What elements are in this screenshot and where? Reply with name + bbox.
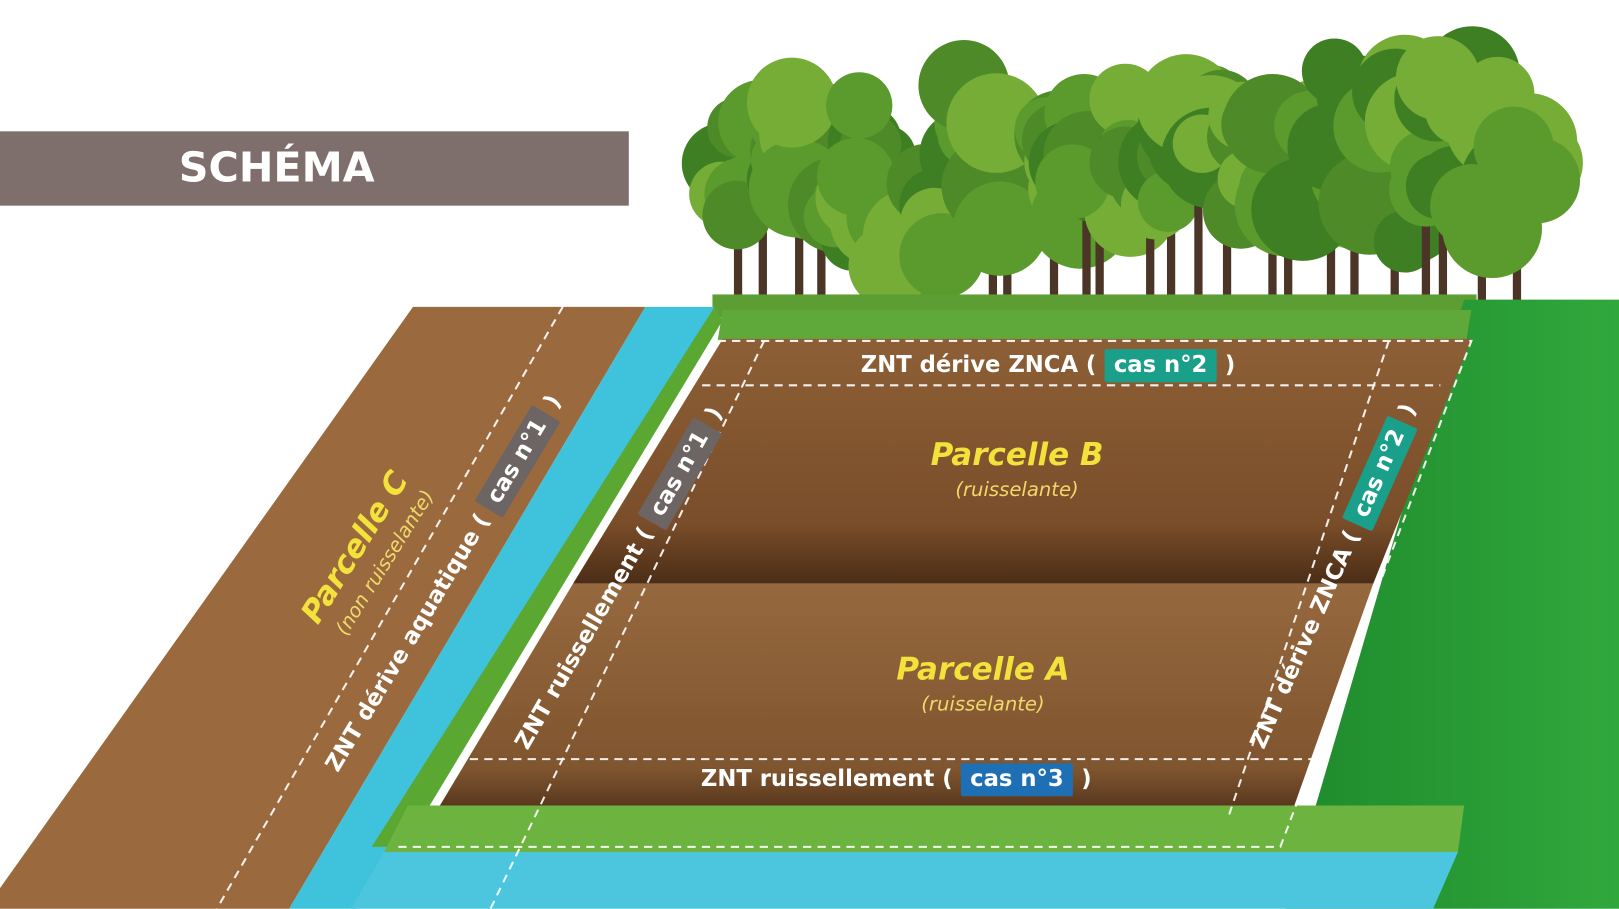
header-title: SCHÉMA [179,144,375,192]
tree-foliage [1424,73,1497,145]
tree-trunk [1421,157,1431,309]
grass-strip-left [371,306,723,847]
tree-trunk [1095,190,1104,306]
tree-trunk [1222,218,1232,305]
tree-foliage [746,57,837,148]
grass-right [1285,299,1619,909]
header-bar [0,131,629,206]
zone-label-close: ) [1225,352,1235,378]
tree-trunk [1166,192,1176,301]
tree-foliage [1473,106,1554,187]
tree-line [681,26,1583,318]
zone-label: ZNT dérive ZNCA ( cas n°2) [861,349,1235,383]
parcel-note: (ruisselante) [921,693,1044,716]
boundary [392,339,1473,848]
tree-foliage [826,72,893,139]
grass-strip-bottom [384,805,1465,853]
boundary [1227,340,1390,817]
case-badge-text: cas n°3 [970,766,1064,792]
parcel-note: (ruisselante) [955,478,1078,501]
grass-top [717,309,1472,341]
tree-trunk [733,196,743,309]
water-bottom [351,852,1458,909]
tree-trunk [1194,144,1203,306]
tree-trunk [1146,200,1155,309]
case-badge [1342,416,1418,531]
tree-foliage [1221,88,1294,161]
tree-foliage [977,196,1048,267]
boundary [215,306,564,909]
tree-trunk [1268,205,1277,310]
tree-trunk [1082,185,1091,310]
parcel-c-field [0,306,646,909]
parcel-name: Parcelle A [896,652,1069,688]
zone-label: ZNT ruissellement ( cas n°3) [701,763,1092,797]
tree-trunk [758,183,767,305]
stream [289,306,715,909]
zone-label-text: ZNT dérive ZNCA ( [861,352,1097,378]
parcel-a-field [433,583,1374,816]
parcel-name: Parcelle B [931,437,1104,473]
case-badge [960,763,1073,797]
zone-label-text: ZNT ruissellement ( [701,766,953,792]
case-badge-text: cas n°2 [1114,352,1208,378]
case-badge [1104,349,1217,383]
parcel-b-field [573,338,1472,584]
zone-label-close: ) [1081,766,1091,792]
case-badge [638,417,722,530]
case-badge [475,405,560,518]
